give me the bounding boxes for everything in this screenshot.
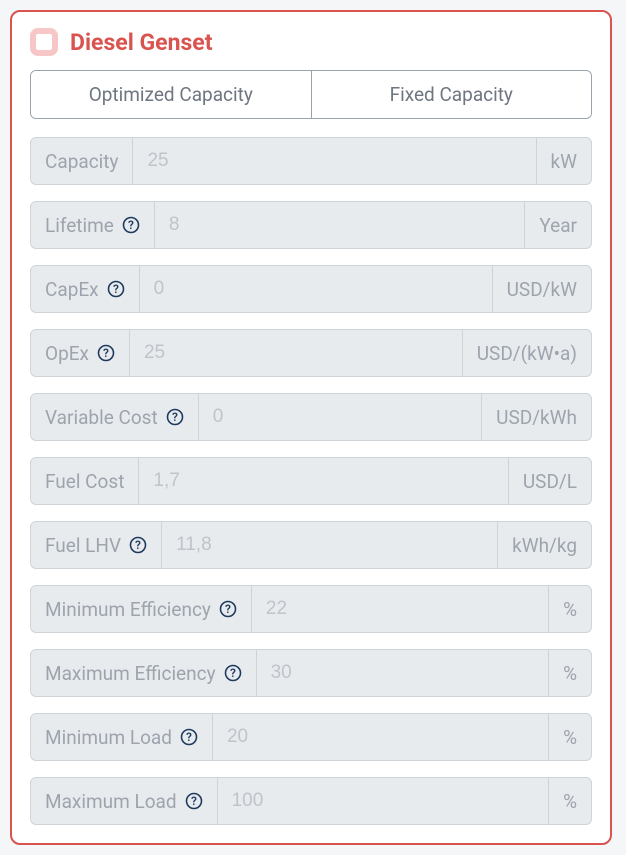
varcost-label-text: Variable Cost — [45, 406, 158, 429]
help-icon[interactable]: ? — [97, 344, 115, 362]
varcost-label: Variable Cost? — [31, 394, 199, 440]
lifetime-label-text: Lifetime — [45, 214, 114, 237]
maxeff-label: Maximum Efficiency? — [31, 650, 257, 696]
mineff-label: Minimum Efficiency? — [31, 586, 252, 632]
capex-field: CapEx? USD/kW — [30, 265, 592, 313]
opex-field: OpEx? USD/(kW•a) — [30, 329, 592, 377]
mineff-label-text: Minimum Efficiency — [45, 598, 211, 621]
svg-text:?: ? — [103, 346, 109, 360]
varcost-field: Variable Cost? USD/kWh — [30, 393, 592, 441]
svg-text:?: ? — [225, 602, 231, 616]
maxload-field: Maximum Load?% — [30, 777, 592, 825]
mineff-unit: % — [548, 586, 591, 632]
mineff-field: Minimum Efficiency?% — [30, 585, 592, 633]
help-icon[interactable]: ? — [224, 664, 242, 682]
help-icon[interactable]: ? — [166, 408, 184, 426]
help-icon[interactable]: ? — [185, 792, 203, 810]
capacity-input[interactable] — [133, 138, 535, 184]
card-title: Diesel Genset — [70, 29, 213, 56]
lifetime-field: Lifetime? Year — [30, 201, 592, 249]
lifetime-input[interactable] — [155, 202, 524, 248]
capex-label-text: CapEx — [45, 278, 99, 301]
svg-text:?: ? — [191, 794, 197, 808]
fuelcost-input[interactable] — [139, 458, 507, 504]
fuelcost-field: Fuel Cost USD/L — [30, 457, 592, 505]
opex-label-text: OpEx — [45, 342, 89, 365]
maxload-label-text: Maximum Load — [45, 790, 177, 813]
svg-text:?: ? — [230, 666, 236, 680]
maxeff-input[interactable] — [257, 650, 549, 696]
help-icon[interactable]: ? — [180, 728, 198, 746]
fuellhv-input[interactable] — [162, 522, 497, 568]
capacity-field: Capacity kW — [30, 137, 592, 185]
capacity-label: Capacity — [31, 138, 133, 184]
help-icon[interactable]: ? — [129, 536, 147, 554]
help-icon[interactable]: ? — [107, 280, 125, 298]
svg-text:?: ? — [113, 282, 119, 296]
lifetime-unit: Year — [524, 202, 591, 248]
minload-unit: % — [548, 714, 591, 760]
opex-label: OpEx? — [31, 330, 130, 376]
svg-text:?: ? — [186, 730, 192, 744]
svg-text:?: ? — [135, 538, 141, 552]
fuellhv-unit: kWh/kg — [497, 522, 591, 568]
svg-text:?: ? — [172, 410, 178, 424]
card-header: Diesel Genset — [30, 28, 592, 56]
maxload-unit: % — [548, 778, 591, 824]
capex-unit: USD/kW — [492, 266, 591, 312]
fuellhv-label-text: Fuel LHV — [45, 534, 121, 557]
fuelcost-unit: USD/L — [508, 458, 591, 504]
capacity-tabs: Optimized Capacity Fixed Capacity — [30, 70, 592, 119]
minload-label: Minimum Load? — [31, 714, 213, 760]
maxload-input[interactable] — [218, 778, 548, 824]
fuellhv-field: Fuel LHV? kWh/kg — [30, 521, 592, 569]
opex-input[interactable] — [130, 330, 462, 376]
maxload-label: Maximum Load? — [31, 778, 218, 824]
svg-text:?: ? — [128, 218, 134, 232]
maxeff-label-text: Maximum Efficiency — [45, 662, 216, 685]
capacity-label-text: Capacity — [45, 150, 118, 173]
enable-checkbox[interactable] — [30, 28, 58, 56]
fuelcost-label: Fuel Cost — [31, 458, 139, 504]
capacity-unit: kW — [536, 138, 592, 184]
help-icon[interactable]: ? — [219, 600, 237, 618]
diesel-genset-card: Diesel Genset Optimized Capacity Fixed C… — [10, 10, 612, 845]
capex-label: CapEx? — [31, 266, 140, 312]
opex-unit: USD/(kW•a) — [462, 330, 591, 376]
tab-optimized-capacity[interactable]: Optimized Capacity — [31, 71, 311, 118]
maxeff-unit: % — [548, 650, 591, 696]
fuelcost-label-text: Fuel Cost — [45, 470, 124, 493]
minload-field: Minimum Load?% — [30, 713, 592, 761]
fuellhv-label: Fuel LHV? — [31, 522, 162, 568]
mineff-input[interactable] — [252, 586, 548, 632]
tab-fixed-capacity[interactable]: Fixed Capacity — [311, 71, 592, 118]
maxeff-field: Maximum Efficiency?% — [30, 649, 592, 697]
help-icon[interactable]: ? — [122, 216, 140, 234]
minload-input[interactable] — [213, 714, 548, 760]
minload-label-text: Minimum Load — [45, 726, 172, 749]
capex-input[interactable] — [140, 266, 492, 312]
varcost-input[interactable] — [199, 394, 481, 440]
lifetime-label: Lifetime? — [31, 202, 155, 248]
varcost-unit: USD/kWh — [481, 394, 591, 440]
